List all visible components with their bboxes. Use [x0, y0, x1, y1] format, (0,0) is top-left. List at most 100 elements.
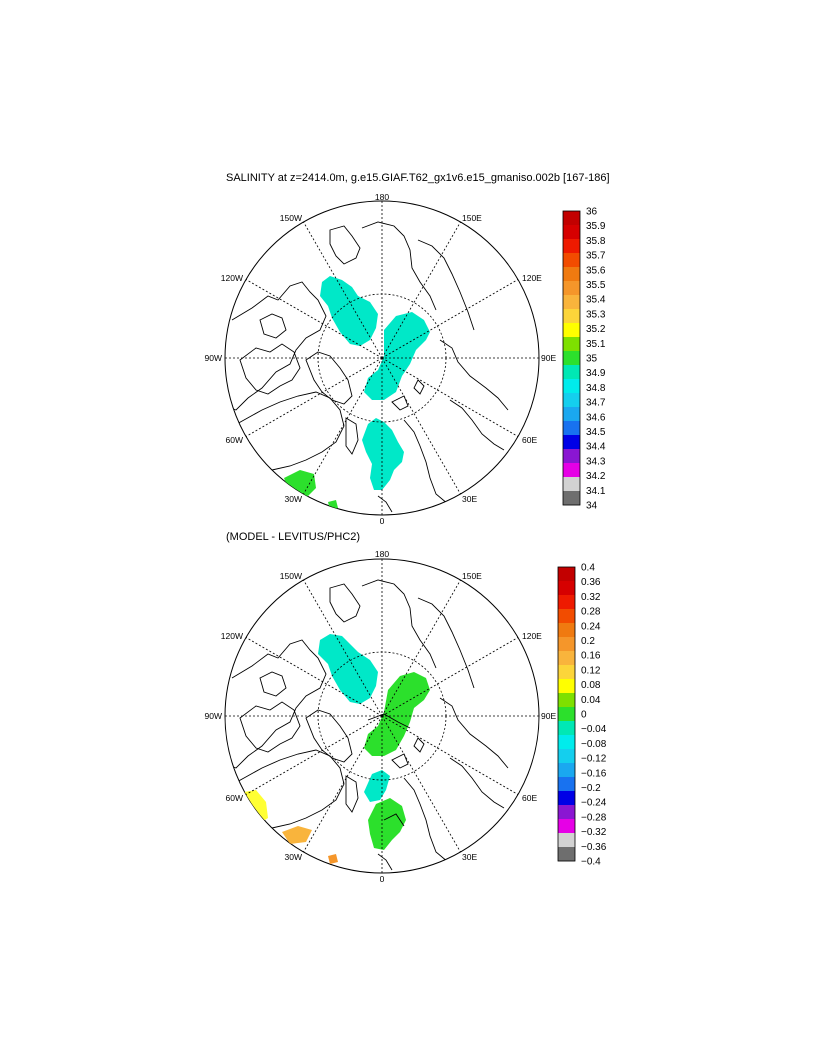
- bottom-colorbar-label: −0.08: [581, 739, 607, 750]
- bottom-colorbar-label: −0.2: [581, 783, 601, 794]
- top-colorbar-label: 35.2: [586, 324, 606, 335]
- top-lon-label-180: 180: [375, 192, 389, 202]
- bottom-lon-label-180: 180: [375, 549, 389, 559]
- top-colorbar-swatch: [563, 267, 580, 282]
- bottom-lon-label-60e: 60E: [522, 793, 537, 803]
- bottom-colorbar-swatch: [558, 791, 575, 806]
- top-colorbar-label: 35.5: [586, 280, 606, 291]
- bottom-colorbar-swatch: [558, 721, 575, 736]
- bottom-coastlines: [225, 579, 509, 871]
- bottom-colorbar-label: 0.04: [581, 695, 601, 706]
- bottom-colorbar-swatch: [558, 567, 575, 582]
- bottom-colorbar-swatch: [558, 595, 575, 610]
- bottom-colorbar-swatch: [558, 805, 575, 820]
- top-lon-label-90e: 90E: [541, 353, 556, 363]
- bottom-lon-label-60w: 60W: [226, 793, 243, 803]
- bottom-graticule: [225, 559, 539, 873]
- top-colorbar-label: 36: [586, 207, 598, 218]
- top-colorbar-swatch: [563, 253, 580, 268]
- bottom-field-green-eurasian-basin: [364, 672, 430, 756]
- bottom-colorbar-label: 0.32: [581, 592, 601, 603]
- top-colorbar-label: 34.6: [586, 412, 606, 423]
- bottom-colorbar-swatch: [558, 707, 575, 722]
- bottom-colorbar-label: −0.32: [581, 827, 607, 838]
- top-lon-label-90w: 90W: [205, 353, 222, 363]
- bottom-colorbar: 0.4 0.36 0.32 0.28 0.24 0.2 0.16 0.12 0.08 0.04 0 −…: [557, 563, 607, 868]
- top-field-cyan-eurasian-basin: [364, 312, 430, 400]
- bottom-colorbar-swatch: [558, 623, 575, 638]
- top-colorbar-label: 35.8: [586, 236, 606, 247]
- bottom-lon-label-120w: 120W: [221, 631, 243, 641]
- top-graticule: [225, 201, 539, 515]
- top-colorbar-label: 35.9: [586, 221, 606, 232]
- top-colorbar-swatch: [563, 477, 580, 492]
- top-colorbar-swatch: [563, 309, 580, 324]
- top-colorbar-label: 34.8: [586, 383, 606, 394]
- top-field-cyan-norwegian-sea: [362, 418, 404, 490]
- top-colorbar-swatch: [563, 351, 580, 366]
- top-colorbar-swatch: [563, 491, 580, 506]
- bottom-colorbar-swatch: [558, 679, 575, 694]
- bottom-colorbar-label: 0: [581, 710, 587, 721]
- top-lon-label-0: 0: [380, 516, 385, 526]
- bottom-colorbar-label: −0.16: [581, 768, 607, 779]
- top-colorbar-swatch: [563, 379, 580, 394]
- top-coastlines: [225, 221, 509, 513]
- bottom-lon-label-90w: 90W: [205, 711, 222, 721]
- bottom-colorbar-swatch: [558, 651, 575, 666]
- bottom-colorbar-label: 0.28: [581, 607, 601, 618]
- bottom-colorbar-label: −0.12: [581, 754, 607, 765]
- bottom-colorbar-label: −0.24: [581, 798, 607, 809]
- top-colorbar-swatch: [563, 393, 580, 408]
- top-colorbar-label: 34.1: [586, 486, 606, 497]
- top-lon-label-150e: 150E: [462, 213, 482, 223]
- top-lon-label-120e: 120E: [522, 273, 542, 283]
- top-colorbar-label: 34.3: [586, 456, 606, 467]
- bottom-colorbar-swatch: [558, 581, 575, 596]
- top-colorbar-frame: [562, 210, 581, 506]
- bottom-colorbar-swatch: [558, 735, 575, 750]
- bottom-field-cyan-canada-basin: [318, 634, 378, 704]
- top-colorbar-label: 35.3: [586, 309, 606, 320]
- bottom-colorbar-swatch: [558, 847, 575, 862]
- top-colorbar-label: 35.7: [586, 251, 606, 262]
- top-colorbar-swatch: [563, 225, 580, 240]
- top-polar-map: 180 150E 120E 90E 60E 30E 0 30W 60W 90W …: [205, 192, 557, 526]
- top-colorbar-swatch: [563, 295, 580, 310]
- bottom-colorbar-label: 0.08: [581, 680, 601, 691]
- bottom-colorbar-swatch: [558, 665, 575, 680]
- top-colorbar: 36 35.9 35.8 35.7 35.6 35.5 35.4 35.3 35.2 35.1 35…: [562, 207, 606, 512]
- top-colorbar-swatch: [563, 407, 580, 422]
- top-lon-label-30e: 30E: [462, 494, 477, 504]
- bottom-field-orange-atlantic: [282, 826, 312, 844]
- bottom-field-orange-small: [328, 854, 338, 864]
- bottom-field-cyan-norway-a: [364, 770, 390, 802]
- top-lon-label-30w: 30W: [285, 494, 302, 504]
- bottom-lon-label-30e: 30E: [462, 852, 477, 862]
- bottom-panel-title: (MODEL - LEVITUS/PHC2): [226, 531, 361, 543]
- top-colorbar-swatch: [563, 435, 580, 450]
- bottom-colorbar-swatch: [558, 749, 575, 764]
- bottom-colorbar-label: 0.4: [581, 563, 595, 574]
- top-colorbar-label: 34.4: [586, 442, 606, 453]
- bottom-colorbar-label: −0.28: [581, 812, 607, 823]
- top-colorbar-label: 34.2: [586, 471, 606, 482]
- bottom-colorbar-label: −0.04: [581, 724, 607, 735]
- top-colorbar-label: 35.1: [586, 339, 606, 350]
- bottom-lon-label-150w: 150W: [280, 571, 302, 581]
- bottom-colorbar-label: 0.24: [581, 621, 601, 632]
- top-field-cyan-canada-basin: [320, 276, 378, 346]
- bottom-lon-label-90e: 90E: [541, 711, 556, 721]
- top-colorbar-label: 34.7: [586, 398, 606, 409]
- top-colorbar-swatch: [563, 323, 580, 338]
- top-colorbar-label: 34.5: [586, 427, 606, 438]
- top-colorbar-swatch: [563, 449, 580, 464]
- top-colorbar-label: 35: [586, 354, 598, 365]
- top-colorbar-label: 34.9: [586, 368, 606, 379]
- bottom-field-green-norway-b: [368, 798, 406, 850]
- bottom-colorbar-label: −0.4: [581, 857, 601, 868]
- bottom-colorbar-swatch: [558, 819, 575, 834]
- top-colorbar-swatch: [563, 337, 580, 352]
- top-colorbar-swatch: [563, 365, 580, 380]
- bottom-lon-label-150e: 150E: [462, 571, 482, 581]
